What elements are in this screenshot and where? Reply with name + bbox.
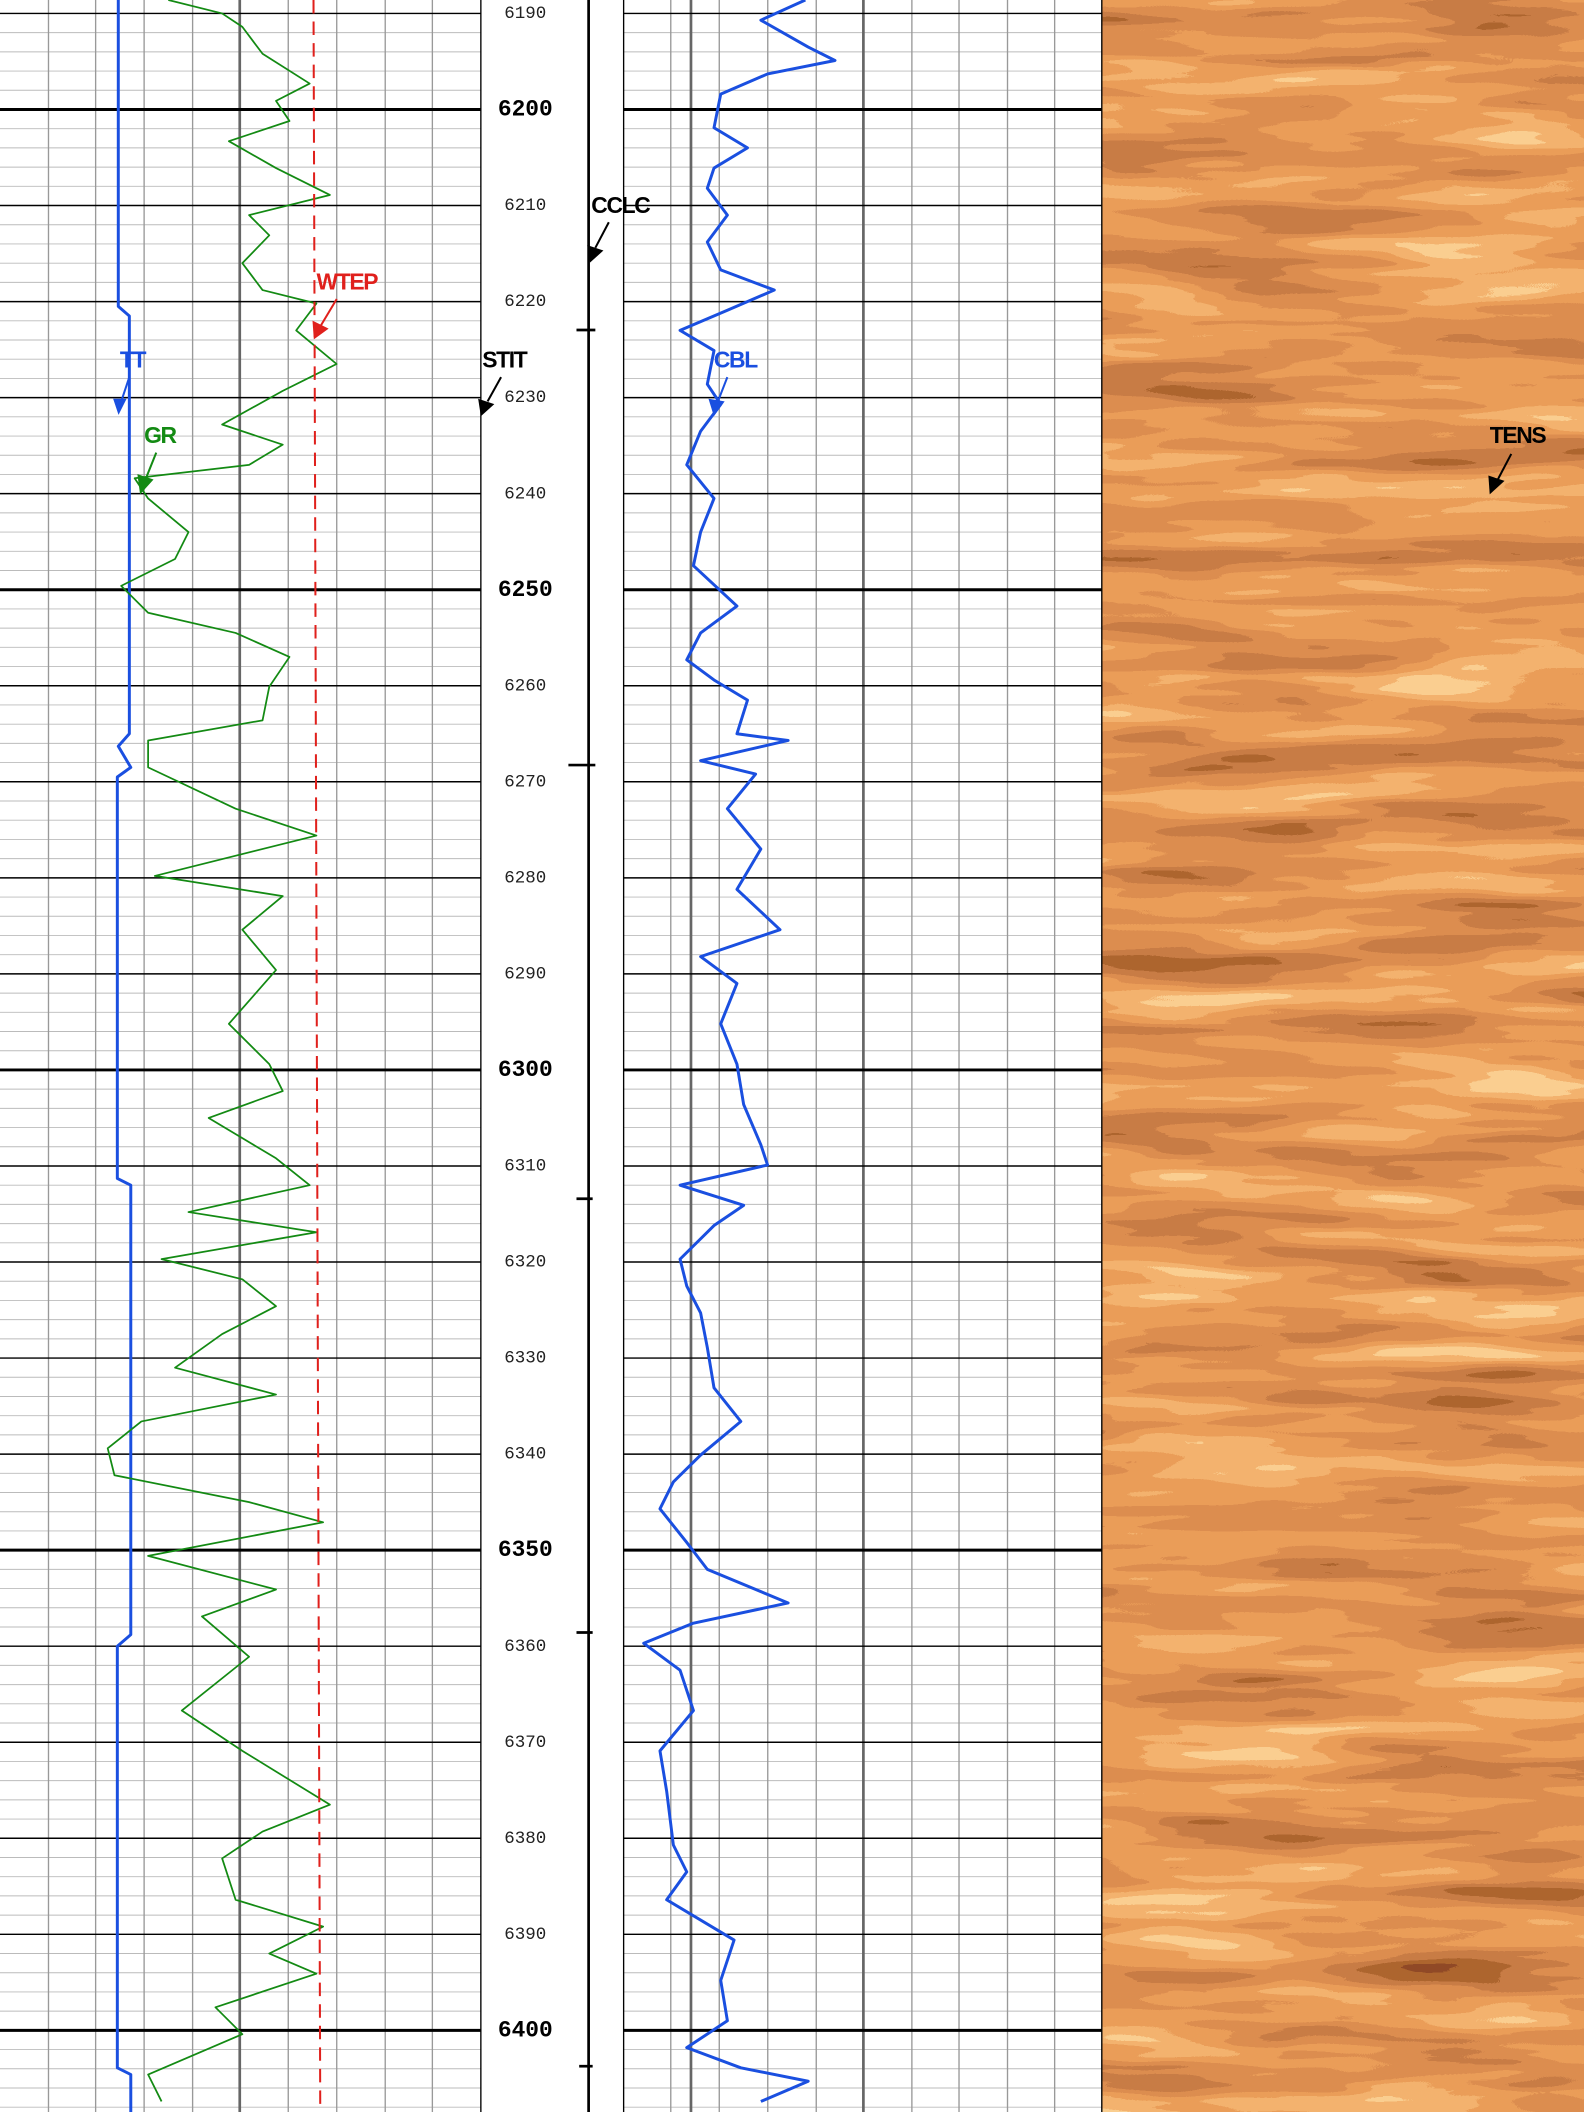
curves xyxy=(106,0,837,2112)
depth-label: 6190 xyxy=(504,4,546,24)
depth-label: 6270 xyxy=(504,772,546,792)
curve xyxy=(642,0,837,2103)
depth-label: 6240 xyxy=(504,484,546,504)
annotation: CCLC xyxy=(591,192,650,218)
depth-label: 6360 xyxy=(504,1637,546,1657)
depth-label: 6250 xyxy=(498,577,553,603)
curve-label: GR xyxy=(144,422,177,448)
curve-label: CBL xyxy=(714,347,758,373)
depth-label: 6220 xyxy=(504,292,546,312)
depth-label: 6390 xyxy=(504,1925,546,1945)
depth-label: 6200 xyxy=(498,97,553,123)
ccl-ticks xyxy=(568,328,596,2068)
curve xyxy=(312,0,322,2112)
vdl-image xyxy=(1101,0,1584,2112)
depth-label: 6300 xyxy=(498,1057,553,1083)
curve-label: TT xyxy=(120,347,147,373)
depth-label: 6280 xyxy=(504,868,546,888)
annotation: STIT xyxy=(482,347,528,373)
depth-label: 6330 xyxy=(504,1349,546,1369)
depth-label: 6370 xyxy=(504,1733,546,1753)
annotation: TENS xyxy=(1490,422,1547,448)
curve xyxy=(115,0,133,2112)
depth-label: 6290 xyxy=(504,965,546,985)
depth-label: 6230 xyxy=(504,388,546,408)
depth-label: 6260 xyxy=(504,676,546,696)
depth-label: 6320 xyxy=(504,1253,546,1273)
depth-label: 6340 xyxy=(504,1445,546,1465)
curve-label: WTEP xyxy=(317,269,379,295)
curve xyxy=(106,0,338,2102)
depth-label: 6400 xyxy=(498,2017,553,2043)
curve-labels: TT GR WTEP CBL STIT CCLC TENS xyxy=(113,192,1548,495)
depth-label: 6310 xyxy=(504,1157,546,1177)
depth-label: 6210 xyxy=(504,196,546,216)
depth-label: 6350 xyxy=(498,1537,553,1563)
depth-label: 6380 xyxy=(504,1829,546,1849)
grid xyxy=(0,0,1102,2112)
